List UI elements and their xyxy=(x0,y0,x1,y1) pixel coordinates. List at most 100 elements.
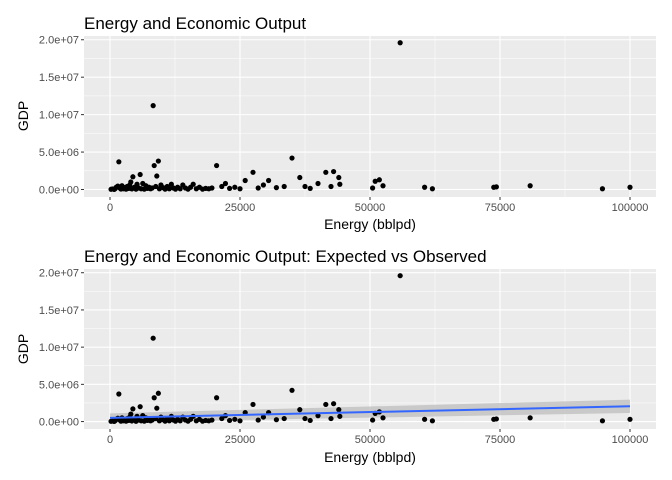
data-point xyxy=(237,186,243,192)
x-tick-label: 50000 xyxy=(355,202,386,214)
y-tick-label: 1.0e+07 xyxy=(39,110,79,122)
data-point xyxy=(266,177,272,184)
data-point xyxy=(527,183,533,189)
chart-panel-bottom: Energy and Economic Output: Expected vs … xyxy=(0,240,672,480)
data-point xyxy=(130,174,136,180)
y-tick-label: 1.5e+07 xyxy=(39,72,79,84)
data-point xyxy=(232,416,238,422)
data-point xyxy=(281,415,287,422)
x-tick-label: 75000 xyxy=(485,434,516,446)
grid-top xyxy=(84,36,656,197)
data-point xyxy=(323,401,329,408)
data-point xyxy=(260,414,266,420)
data-point xyxy=(315,180,321,187)
data-point xyxy=(328,183,334,190)
ticks-top: 0 25000 50000 75000 100000 0.0e+00 5.0e+06 1.0e… xyxy=(39,35,648,214)
data-point xyxy=(166,418,172,424)
data-point xyxy=(493,184,499,190)
data-point xyxy=(397,40,403,46)
data-point xyxy=(137,404,143,410)
x-axis-title-bottom: Energy (bblpd) xyxy=(324,449,416,465)
data-point xyxy=(337,413,343,419)
x-tick-label: 100000 xyxy=(612,202,649,214)
data-point xyxy=(323,169,329,175)
data-point xyxy=(370,417,376,423)
data-point xyxy=(397,273,403,279)
data-point xyxy=(255,417,261,423)
data-point xyxy=(260,182,266,188)
x-tick-label: 100000 xyxy=(612,434,649,446)
data-point xyxy=(599,418,606,424)
data-point xyxy=(627,184,633,190)
y-axis-title-top: GDP xyxy=(15,101,31,131)
data-point xyxy=(166,186,172,192)
data-point xyxy=(242,177,248,184)
data-point xyxy=(214,162,220,169)
data-point xyxy=(222,180,229,187)
data-point xyxy=(130,406,136,412)
data-point xyxy=(599,186,606,192)
y-tick-label: 5.0e+06 xyxy=(39,379,79,391)
data-point xyxy=(337,181,343,187)
data-point xyxy=(281,183,287,190)
data-point xyxy=(527,415,533,421)
data-point xyxy=(177,186,183,192)
y-tick-label: 0.0e+00 xyxy=(39,185,79,197)
data-point xyxy=(150,335,156,341)
data-point xyxy=(128,411,134,417)
data-point xyxy=(255,185,261,191)
data-point xyxy=(154,405,160,411)
data-point xyxy=(289,155,295,161)
data-point xyxy=(219,415,225,422)
data-point xyxy=(155,390,161,396)
data-point xyxy=(273,185,279,191)
x-tick-label: 0 xyxy=(107,434,113,446)
data-point xyxy=(177,418,183,424)
trend-line-bottom xyxy=(109,405,631,419)
y-tick-label: 1.0e+07 xyxy=(39,342,79,354)
data-point xyxy=(331,401,337,407)
data-point xyxy=(150,103,156,109)
y-tick-label: 1.5e+07 xyxy=(39,305,79,317)
data-point xyxy=(370,185,376,191)
data-point xyxy=(627,416,633,422)
data-point xyxy=(331,168,337,175)
data-point xyxy=(297,174,303,181)
ticks-bottom: 0 25000 50000 75000 100000 0.0e+00 5.0e+06 1.0e… xyxy=(39,268,648,446)
chart-svg-bottom: Energy and Economic Output: Expected vs … xyxy=(15,247,656,465)
data-point xyxy=(302,183,308,190)
points-top xyxy=(108,40,633,192)
data-point xyxy=(297,407,303,413)
x-tick-label: 75000 xyxy=(485,202,516,214)
data-point xyxy=(116,159,122,165)
y-tick-label: 0.0e+00 xyxy=(39,417,79,429)
data-point xyxy=(422,184,428,190)
chart-title-top: Energy and Economic Output xyxy=(84,14,306,33)
data-point xyxy=(429,186,435,192)
y-tick-label: 2.0e+07 xyxy=(39,268,79,280)
data-point xyxy=(289,387,295,393)
trend-line xyxy=(109,405,631,419)
y-tick-label: 5.0e+06 xyxy=(39,147,79,159)
data-point xyxy=(237,418,243,424)
data-point xyxy=(302,415,308,422)
data-point xyxy=(250,401,256,408)
confidence-band xyxy=(110,399,630,423)
data-point xyxy=(154,173,160,179)
data-point xyxy=(227,185,233,191)
data-point xyxy=(372,178,378,184)
y-axis-title-bottom: GDP xyxy=(15,334,31,364)
x-tick-label: 25000 xyxy=(225,434,256,446)
data-point xyxy=(250,169,256,175)
chart-panel-top: Energy and Economic Output 0 25000 50000 75… xyxy=(15,14,656,232)
data-point xyxy=(227,417,233,424)
data-point xyxy=(376,177,382,183)
data-point xyxy=(151,162,157,169)
data-point xyxy=(380,183,386,189)
data-point xyxy=(273,417,279,423)
data-point xyxy=(307,417,313,424)
data-point xyxy=(155,158,161,164)
data-point xyxy=(190,181,196,187)
grid-bottom xyxy=(84,269,656,429)
data-point xyxy=(328,415,334,422)
